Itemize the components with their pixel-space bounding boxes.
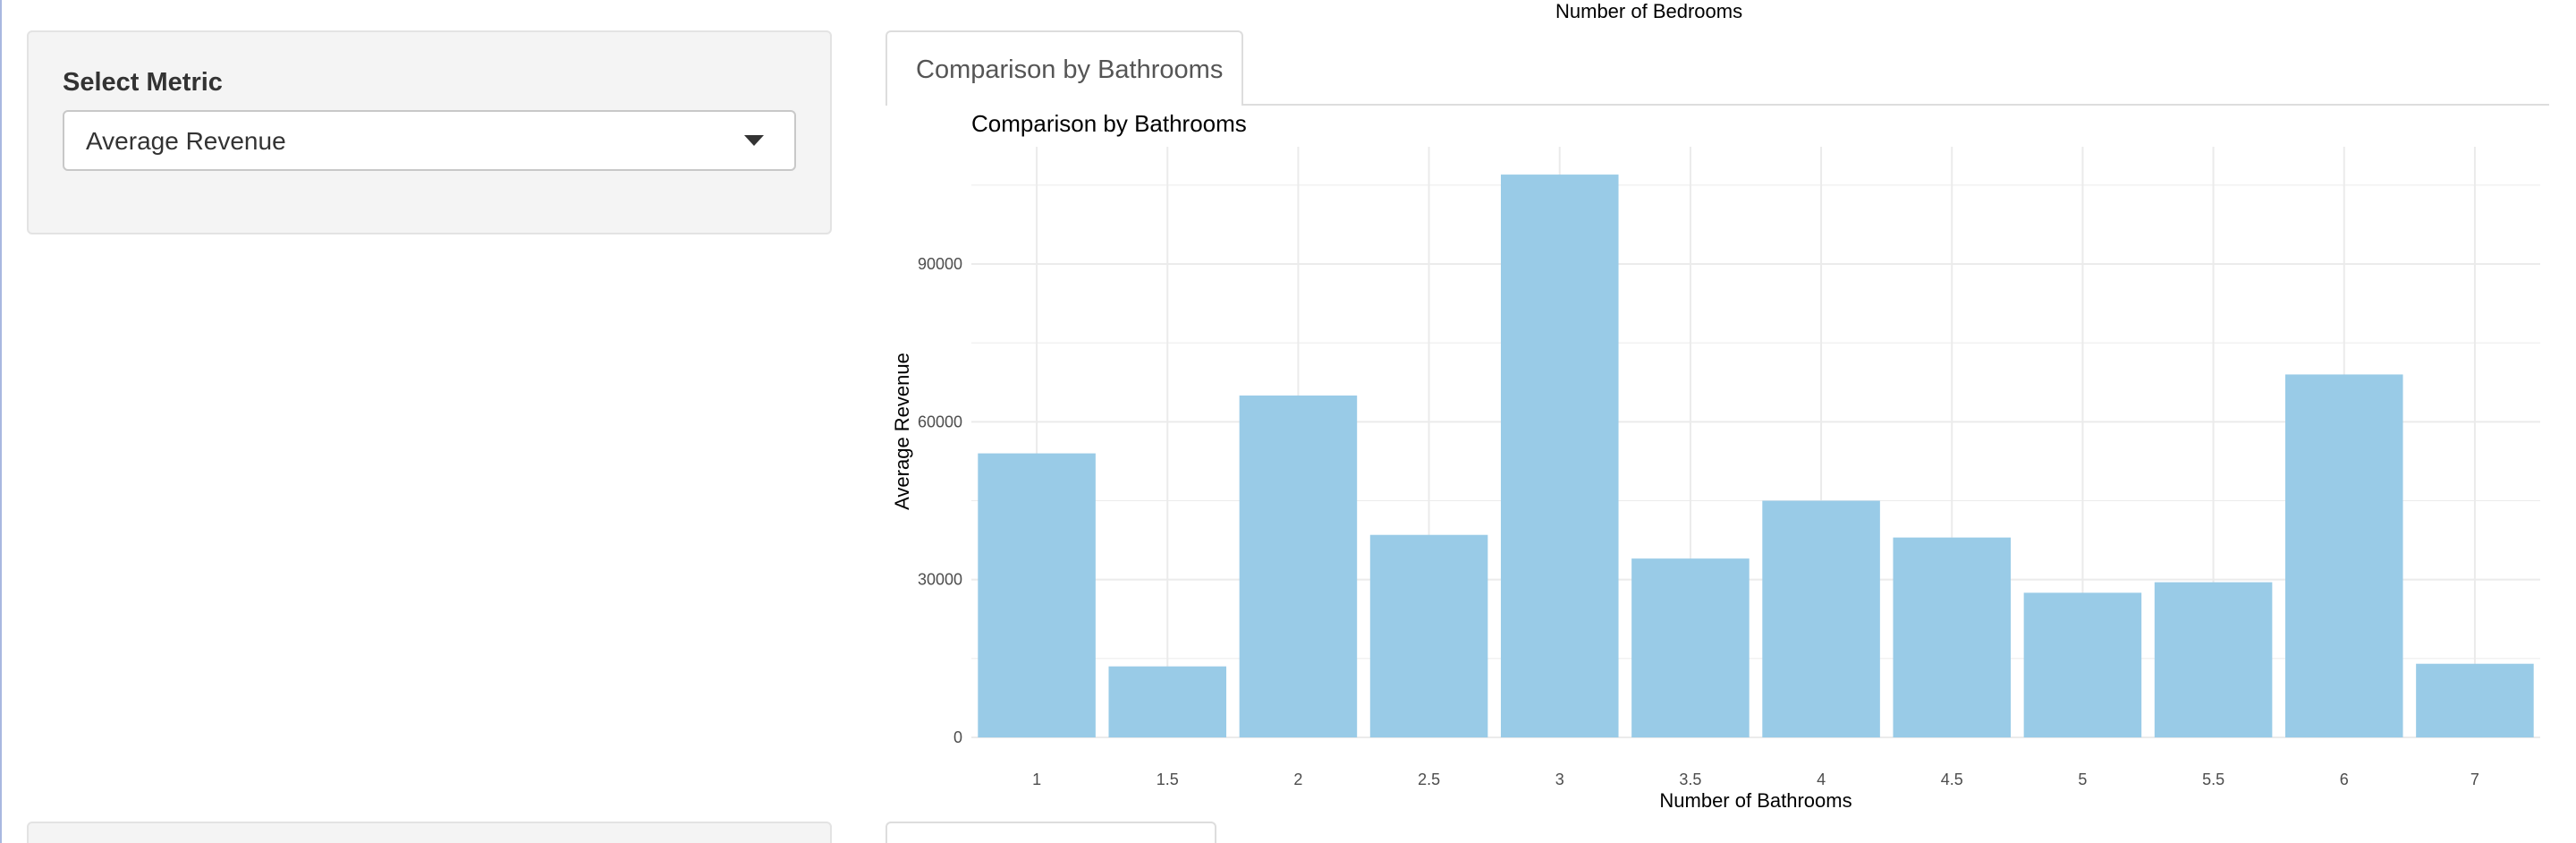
bar-2 — [1239, 395, 1358, 737]
tab-bar-underline — [886, 104, 2549, 106]
y-axis-ticks: 0 30000 60000 90000 — [918, 255, 962, 746]
x-tick-label: 3.5 — [1679, 771, 1701, 788]
y-tick-label: 90000 — [918, 255, 962, 273]
x-tick-label: 2 — [1293, 771, 1302, 788]
lower-panel — [27, 822, 832, 843]
previous-chart-xaxis-label: Number of Bedrooms — [1555, 0, 1743, 22]
x-tick-label: 7 — [2470, 771, 2479, 788]
x-tick-label: 2.5 — [1418, 771, 1440, 788]
tab-comparison-by-bathrooms[interactable]: Comparison by Bathrooms — [886, 30, 1243, 106]
y-tick-label: 30000 — [918, 571, 962, 589]
x-tick-label: 5.5 — [2202, 771, 2224, 788]
y-tick-label: 0 — [953, 728, 962, 746]
bar-7 — [2416, 663, 2534, 737]
bar-1.5 — [1108, 666, 1227, 737]
metric-select[interactable]: Average Revenue — [63, 110, 796, 171]
caret-down-icon — [744, 135, 764, 146]
x-axis-ticks: 1 1.5 2 2.5 3 3.5 4 4.5 5 5.5 6 7 — [1032, 771, 2479, 788]
lower-tab[interactable] — [886, 822, 1216, 843]
x-tick-label: 1 — [1032, 771, 1041, 788]
bar-1 — [978, 453, 1096, 737]
bar-2.5 — [1369, 534, 1488, 737]
metric-select-value: Average Revenue — [86, 127, 286, 155]
bar-4.5 — [1893, 537, 2012, 737]
tab-label: Comparison by Bathrooms — [916, 55, 1224, 84]
y-axis-label: Average Revenue — [891, 353, 913, 510]
x-tick-label: 4 — [1817, 771, 1826, 788]
bar-5 — [2023, 592, 2142, 737]
bar-3 — [1500, 175, 1619, 738]
bar-6 — [2284, 374, 2403, 737]
y-tick-label: 60000 — [918, 413, 962, 430]
chart-title: Comparison by Bathrooms — [971, 110, 1247, 137]
bar-3.5 — [1631, 558, 1750, 737]
x-tick-label: 4.5 — [1941, 771, 1963, 788]
x-tick-label: 5 — [2078, 771, 2087, 788]
x-tick-label: 1.5 — [1157, 771, 1179, 788]
bar-4 — [1762, 500, 1880, 737]
metric-label: Select Metric — [63, 68, 223, 97]
window-left-border — [0, 0, 2, 843]
x-tick-label: 6 — [2340, 771, 2349, 788]
x-axis-label: Number of Bathrooms — [1659, 789, 1852, 812]
chart-bars — [978, 175, 2534, 738]
bar-5.5 — [2154, 582, 2273, 737]
x-tick-label: 3 — [1555, 771, 1564, 788]
